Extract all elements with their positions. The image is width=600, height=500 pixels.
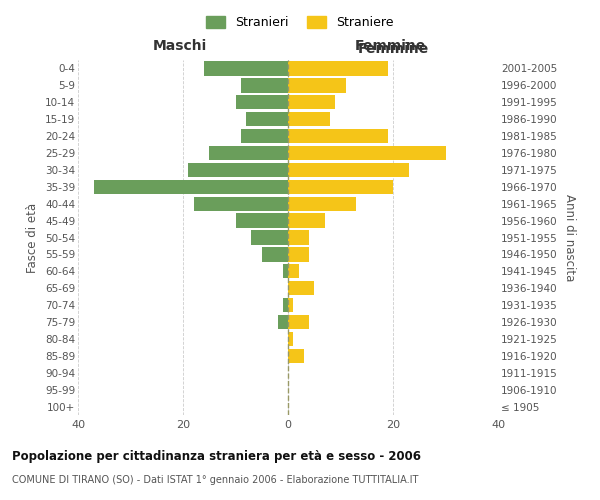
Bar (288, 162, 409, 177)
Bar (246, 112, 288, 126)
Bar (288, 146, 445, 160)
Bar (288, 95, 335, 110)
Bar (288, 62, 388, 76)
Bar (288, 129, 388, 144)
Bar (288, 214, 325, 228)
Text: Femmine: Femmine (358, 42, 428, 56)
Bar (94, 180, 288, 194)
Y-axis label: Fasce di età: Fasce di età (26, 202, 40, 272)
Bar (188, 162, 288, 177)
Bar (193, 196, 288, 211)
Bar (241, 129, 288, 144)
Bar (235, 95, 288, 110)
Bar (283, 298, 288, 312)
Bar (288, 298, 293, 312)
Bar (288, 315, 309, 329)
Bar (204, 62, 288, 76)
Bar (251, 230, 288, 244)
Bar (241, 78, 288, 92)
Bar (288, 247, 309, 262)
Text: Maschi: Maschi (153, 38, 207, 52)
Bar (209, 146, 288, 160)
Bar (262, 247, 288, 262)
Bar (235, 214, 288, 228)
Bar (288, 112, 330, 126)
Legend: Stranieri, Straniere: Stranieri, Straniere (202, 11, 398, 34)
Text: Femmine: Femmine (355, 38, 425, 52)
Bar (288, 348, 304, 363)
Text: COMUNE DI TIRANO (SO) - Dati ISTAT 1° gennaio 2006 - Elaborazione TUTTITALIA.IT: COMUNE DI TIRANO (SO) - Dati ISTAT 1° ge… (12, 475, 418, 485)
Bar (283, 264, 288, 278)
Text: Popolazione per cittadinanza straniera per età e sesso - 2006: Popolazione per cittadinanza straniera p… (12, 450, 421, 463)
Bar (288, 196, 356, 211)
Y-axis label: Anni di nascita: Anni di nascita (563, 194, 576, 281)
Bar (288, 78, 346, 92)
Bar (288, 332, 293, 346)
Bar (277, 315, 288, 329)
Bar (288, 264, 299, 278)
Bar (288, 230, 309, 244)
Bar (288, 281, 314, 295)
Bar (288, 180, 393, 194)
